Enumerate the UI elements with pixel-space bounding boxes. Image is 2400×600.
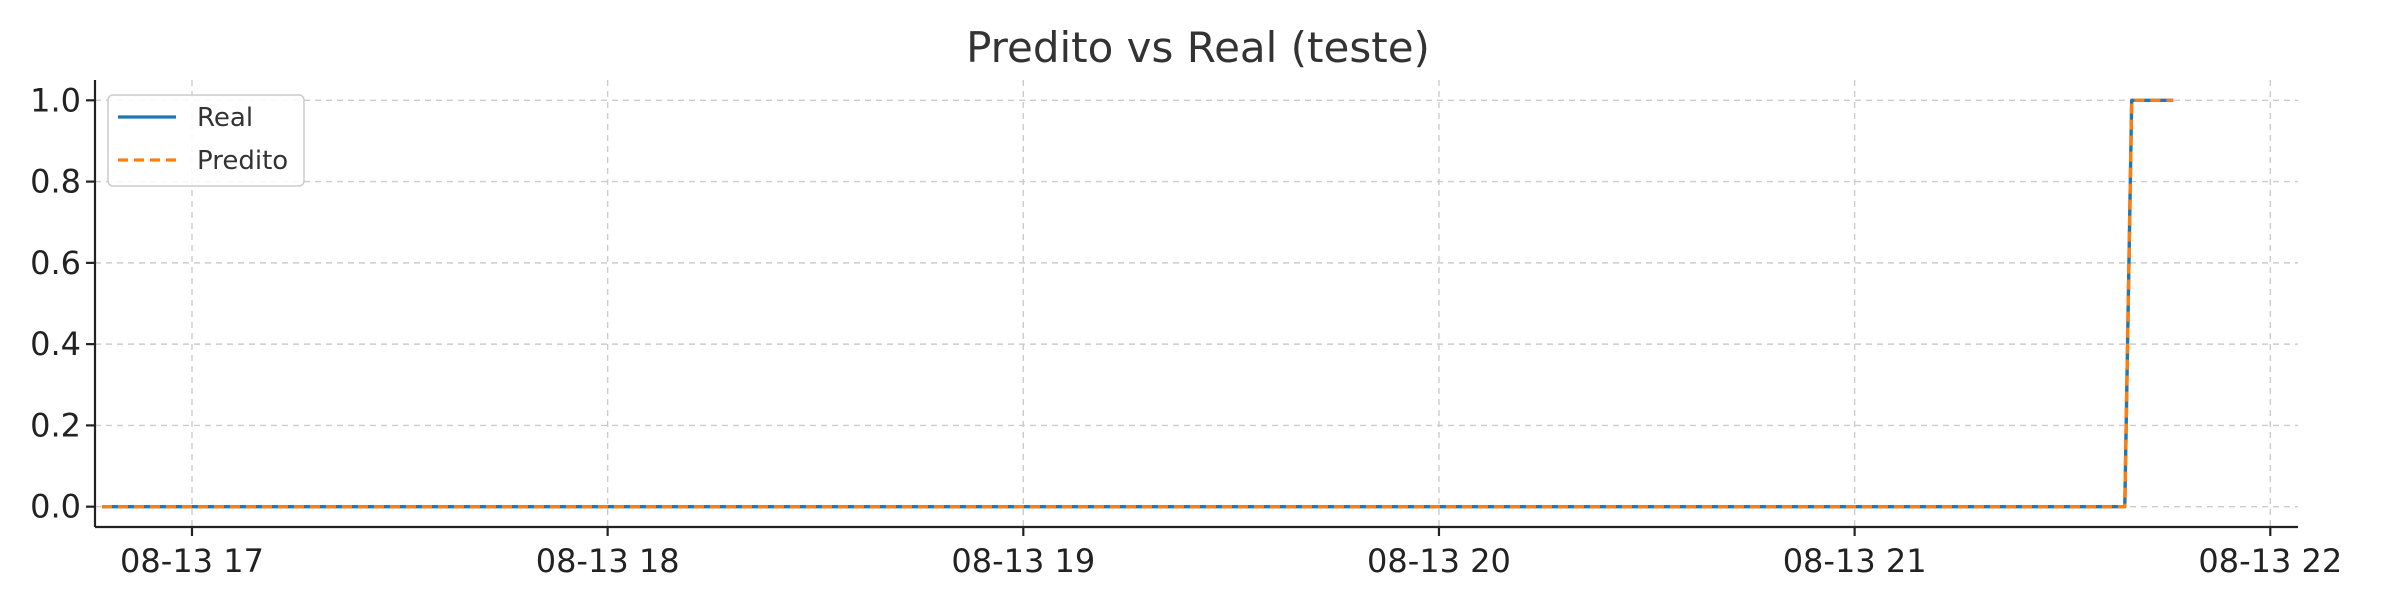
x-tick-label: 08-13 21 [1783, 542, 1927, 580]
y-tick-label: 0.8 [30, 163, 81, 201]
series-line-predito [101, 98, 2174, 509]
y-tick-label: 0.6 [30, 244, 81, 282]
tick-labels: 08-13 17 08-13 18 08-13 19 08-13 20 08-13 21… [30, 81, 2342, 580]
legend-label-predito: Predito [197, 146, 288, 176]
x-tick-label: 08-13 19 [951, 542, 1095, 580]
axes [86, 80, 2298, 536]
y-tick-label: 0.0 [30, 488, 81, 526]
series-lines [101, 98, 2174, 509]
x-tick-label: 08-13 22 [2198, 542, 2342, 580]
series-line-real [101, 98, 2174, 509]
y-tick-label: 1.0 [30, 81, 81, 119]
y-tick-label: 0.4 [30, 325, 81, 363]
grid [95, 80, 2298, 527]
legend: Real Predito [107, 94, 305, 187]
x-tick-label: 08-13 18 [536, 542, 680, 580]
y-tick-label: 0.2 [30, 406, 81, 444]
chart-title: Predito vs Real (teste) [966, 23, 1430, 72]
x-tick-label: 08-13 17 [120, 542, 264, 580]
x-tick-label: 08-13 20 [1367, 542, 1511, 580]
legend-label-real: Real [197, 103, 253, 133]
